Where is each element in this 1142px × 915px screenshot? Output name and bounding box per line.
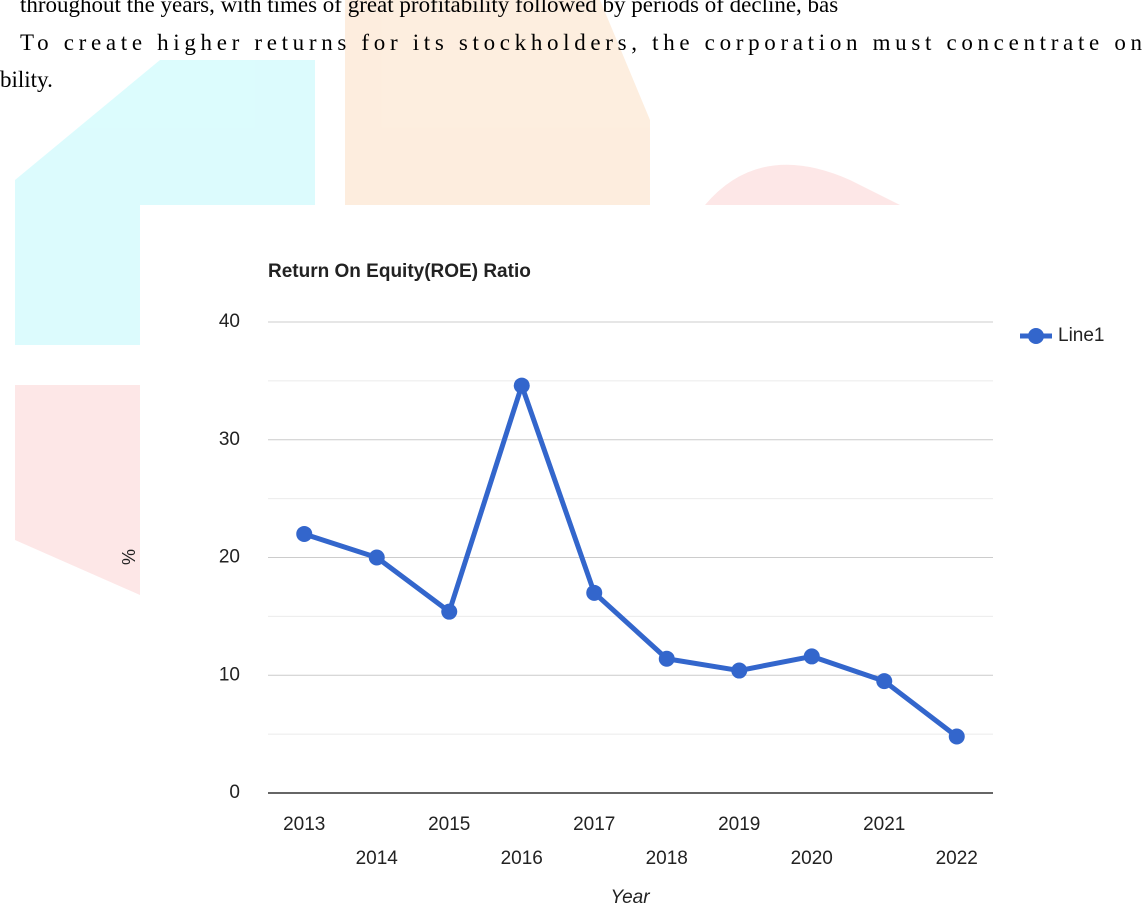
point [369, 550, 385, 566]
y-tick-label: 40 [219, 311, 240, 332]
x-tick-label: 2018 [646, 848, 688, 869]
x-tick-label: 2020 [791, 848, 833, 869]
x-tick-label: 2017 [573, 814, 615, 835]
text-line: throughout the years, with times of grea… [20, 0, 838, 17]
x-tick-label: 2021 [863, 814, 905, 835]
text-line: To create higher returns for its stockho… [20, 30, 1142, 55]
x-tick-label: 2015 [428, 814, 470, 835]
legend-marker [1028, 328, 1044, 344]
point [659, 651, 675, 667]
x-axis-label: Year [610, 887, 650, 908]
point [514, 378, 530, 394]
point [804, 648, 820, 664]
y-tick-label: 10 [219, 664, 240, 685]
y-tick-label: 30 [219, 429, 240, 450]
y-tick-label: 0 [229, 782, 240, 803]
legend-label: Line1 [1058, 325, 1105, 346]
point [949, 728, 965, 744]
point [876, 673, 892, 689]
y-tick-label: 20 [219, 547, 240, 568]
point [586, 585, 602, 601]
x-tick-label: 2014 [356, 848, 399, 869]
x-tick-label: 2019 [718, 814, 760, 835]
chart-title: Return On Equity(ROE) Ratio [268, 261, 531, 282]
page: throughout the years, with times of grea… [0, 0, 1142, 915]
point [296, 526, 312, 542]
point [731, 663, 747, 679]
y-axis-label: % [119, 549, 139, 565]
x-tick-label: 2016 [501, 848, 543, 869]
chart-background [140, 205, 1142, 915]
x-tick-label: 2013 [283, 814, 325, 835]
watermark-shape [705, 165, 900, 205]
point [441, 604, 457, 620]
text-line: bility. [0, 67, 53, 92]
x-tick-label: 2022 [936, 848, 978, 869]
